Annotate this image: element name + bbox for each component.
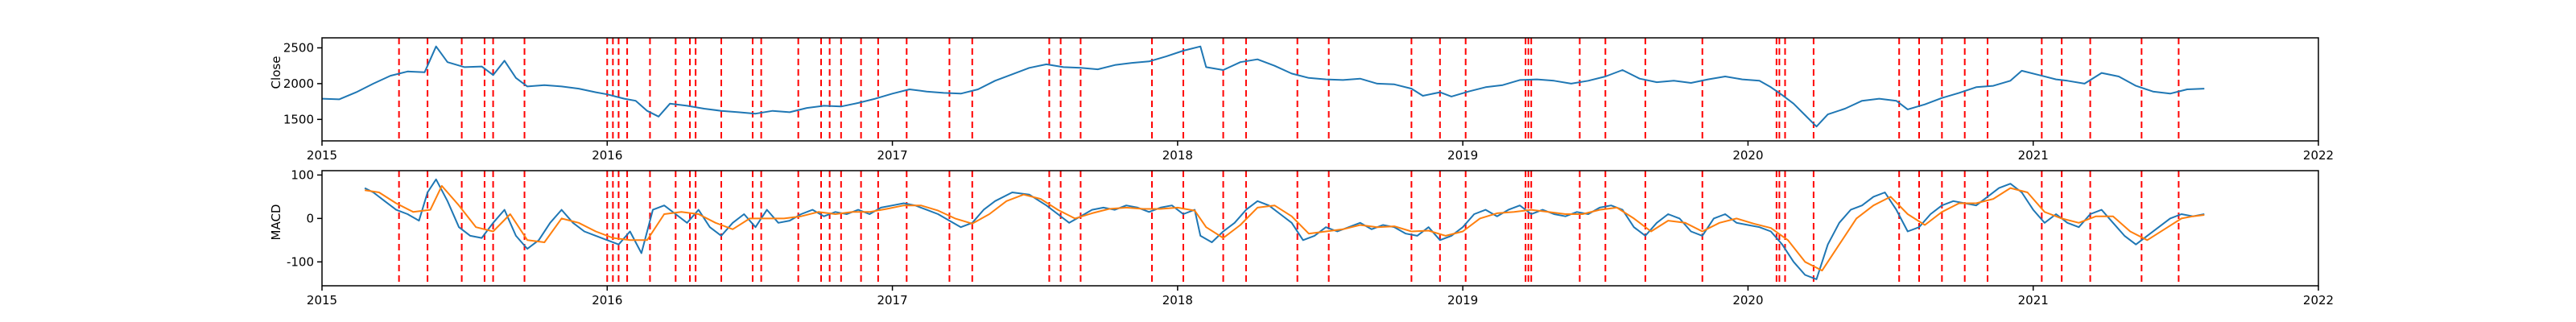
macd-x-tick-label: 2020 bbox=[1732, 293, 1763, 308]
macd-series-line-1 bbox=[364, 184, 2205, 272]
macd-axes-frame bbox=[321, 170, 2319, 287]
macd-x-tick-label: 2019 bbox=[1447, 293, 1478, 308]
close-y-tick-label: 1500 bbox=[283, 112, 314, 126]
macd-y-tick-label: -100 bbox=[287, 254, 314, 269]
macd-x-tick-label: 2017 bbox=[877, 293, 907, 308]
macd-x-tick-label: 2018 bbox=[1162, 293, 1193, 308]
close-x-tick-label: 2016 bbox=[592, 148, 622, 163]
close-x-tick-label: 2017 bbox=[877, 148, 907, 163]
close-ylabel: Close bbox=[269, 56, 283, 89]
macd-y-tick-label: 100 bbox=[291, 167, 314, 182]
macd-ylabel: MACD bbox=[269, 204, 283, 241]
macd-plot: 2015 2016 2017 2018 2019 2020 2021 2022 -100 0 100 bbox=[287, 167, 2334, 308]
macd-x-tick-label: 2016 bbox=[592, 293, 622, 308]
close-x-tick-label: 2019 bbox=[1447, 148, 1478, 163]
macd-y-tick-label: 0 bbox=[306, 211, 314, 225]
close-chart: Close 2015 2016 2017 2018 2019 2020 2021 2022 15… bbox=[269, 37, 2334, 163]
close-axes-frame bbox=[321, 37, 2319, 142]
macd-chart: MACD 2015 2016 2017 2018 2019 2020 2021 2022 -10… bbox=[269, 167, 2334, 308]
close-y-tick-label: 2500 bbox=[283, 40, 314, 55]
close-x-tick-label: 2021 bbox=[2018, 148, 2049, 163]
close-x-tick-label: 2018 bbox=[1162, 148, 1193, 163]
macd-series-line-0 bbox=[364, 178, 2205, 280]
close-x-tick-label: 2022 bbox=[2303, 148, 2334, 163]
close-x-tick-label: 2020 bbox=[1732, 148, 1763, 163]
macd-x-tick-label: 2015 bbox=[307, 293, 337, 308]
close-y-tick-label: 2000 bbox=[283, 76, 314, 91]
close-series-line-0 bbox=[322, 45, 2205, 128]
close-plot: 2015 2016 2017 2018 2019 2020 2021 2022 1500 2000… bbox=[283, 37, 2334, 163]
macd-x-tick-label: 2022 bbox=[2303, 293, 2334, 308]
close-x-tick-label: 2015 bbox=[307, 148, 337, 163]
macd-x-tick-label: 2021 bbox=[2018, 293, 2049, 308]
